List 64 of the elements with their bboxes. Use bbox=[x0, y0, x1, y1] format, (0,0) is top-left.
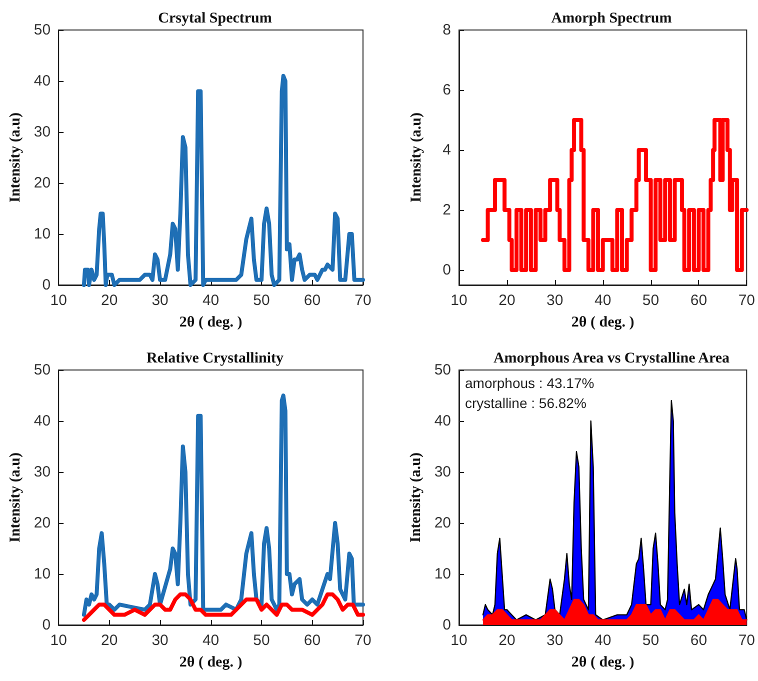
chart-title: Crsytal Spectrum bbox=[158, 10, 272, 26]
x-tick-label: 40 bbox=[594, 292, 612, 309]
y-axis-title: Intensity (a.u) bbox=[8, 452, 24, 543]
line-series bbox=[82, 74, 365, 287]
y-tick-label: 10 bbox=[34, 226, 51, 242]
x-tick-label: 70 bbox=[354, 292, 372, 309]
y-tick-label: 10 bbox=[434, 566, 451, 582]
y-tick-label: 0 bbox=[442, 616, 451, 634]
y-axis-title: Intensity (a.u) bbox=[8, 112, 24, 203]
y-tick-label: 20 bbox=[34, 514, 51, 532]
x-tick-label: 60 bbox=[690, 292, 708, 309]
chart-title: Relative Crystallinity bbox=[146, 350, 284, 366]
x-tick-label: 70 bbox=[354, 632, 372, 649]
x-tick-label: 50 bbox=[253, 292, 270, 309]
x-tick-label: 50 bbox=[642, 632, 660, 649]
y-tick-label: 50 bbox=[434, 362, 451, 378]
y-tick-label: 8 bbox=[442, 22, 451, 38]
chart-title: Amorphous Area vs Crystalline Area bbox=[493, 350, 730, 366]
x-axis-title: 2θ ( deg. ) bbox=[179, 314, 242, 330]
y-tick-label: 2 bbox=[442, 202, 451, 218]
x-tick-label: 40 bbox=[202, 292, 220, 309]
line-series bbox=[82, 592, 365, 622]
x-tick-label: 20 bbox=[498, 632, 516, 649]
x-tick-label: 60 bbox=[304, 292, 321, 309]
x-tick-label: 70 bbox=[738, 632, 755, 649]
x-tick-label: 30 bbox=[546, 632, 564, 649]
y-tick-label: 40 bbox=[434, 412, 451, 430]
x-tick-label: 40 bbox=[202, 632, 220, 649]
x-tick-label: 50 bbox=[642, 292, 660, 309]
x-tick-label: 30 bbox=[152, 632, 168, 649]
annotation: crystalline : 56.82% bbox=[465, 395, 586, 411]
x-axis-title: 2θ ( deg. ) bbox=[571, 314, 634, 330]
y-tick-label: 0 bbox=[42, 276, 51, 294]
y-axis-title: Intensity (a.u) bbox=[408, 112, 424, 203]
y-tick-label: 30 bbox=[34, 464, 51, 480]
x-tick-label: 60 bbox=[304, 632, 321, 649]
y-tick-label: 0 bbox=[42, 616, 51, 634]
annotation: amorphous : 43.17% bbox=[465, 375, 594, 391]
y-tick-label: 40 bbox=[34, 412, 51, 430]
y-tick-label: 4 bbox=[442, 142, 451, 158]
y-tick-label: 0 bbox=[442, 262, 451, 278]
x-tick-label: 20 bbox=[100, 632, 118, 649]
line-series bbox=[82, 394, 365, 617]
chart-title: Amorph Spectrum bbox=[551, 10, 672, 26]
x-tick-label: 50 bbox=[253, 632, 270, 649]
x-tick-label: 60 bbox=[690, 632, 708, 649]
y-tick-label: 40 bbox=[34, 72, 51, 90]
y-tick-label: 30 bbox=[34, 124, 51, 140]
y-tick-label: 50 bbox=[34, 22, 51, 38]
x-tick-label: 30 bbox=[152, 292, 168, 309]
y-tick-label: 50 bbox=[34, 362, 51, 378]
x-tick-label: 30 bbox=[546, 292, 564, 309]
y-axis-title: Intensity (a.u) bbox=[408, 452, 424, 543]
x-tick-label: 70 bbox=[738, 292, 755, 309]
x-tick-label: 20 bbox=[498, 292, 516, 309]
y-tick-label: 20 bbox=[34, 174, 51, 192]
x-tick-label: 20 bbox=[100, 292, 118, 309]
y-tick-label: 20 bbox=[434, 514, 451, 532]
y-tick-label: 6 bbox=[442, 82, 451, 98]
x-axis-title: 2θ ( deg. ) bbox=[179, 654, 242, 670]
y-tick-label: 30 bbox=[434, 464, 451, 480]
x-axis-title: 2θ ( deg. ) bbox=[571, 654, 634, 670]
x-tick-label: 40 bbox=[594, 632, 612, 649]
y-tick-label: 10 bbox=[34, 566, 51, 582]
